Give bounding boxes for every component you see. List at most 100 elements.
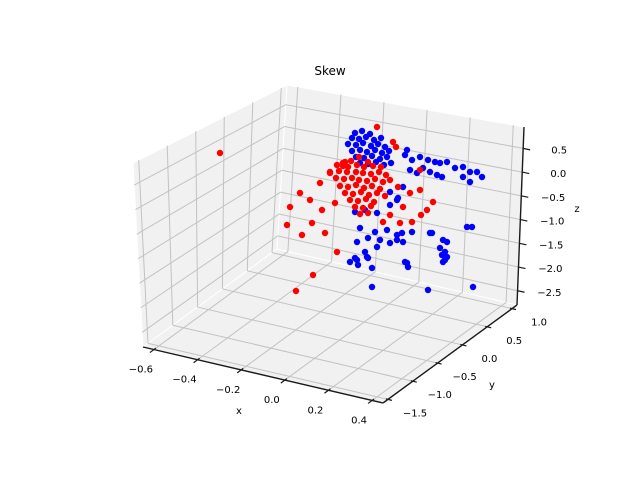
z-tick: [518, 266, 526, 270]
z-tick: [522, 171, 530, 175]
grid-y-bottom: [271, 252, 513, 310]
x-tick-label: 0.0: [264, 395, 280, 406]
x-tick-label: −0.6: [129, 365, 153, 376]
scatter-point-red: [389, 138, 397, 146]
grid-z-left: [137, 169, 283, 260]
scatter-point-blue: [386, 188, 394, 196]
grid-x-bottom: [153, 251, 289, 350]
scatter-point-blue: [406, 166, 414, 174]
scatter-point-blue: [401, 151, 409, 159]
scatter-point-red: [429, 198, 437, 206]
z-tick-label: −1.5: [539, 240, 563, 251]
scatter-point-blue: [438, 251, 446, 259]
scatter-point-blue: [426, 168, 434, 176]
y-tick: [485, 325, 492, 329]
scatter-point-blue: [358, 127, 366, 135]
x-tick: [149, 347, 157, 354]
scatter-point-blue: [348, 147, 356, 155]
scatter-point-blue: [394, 194, 402, 202]
scatter-point-red: [348, 174, 356, 182]
scatter-point-blue: [431, 158, 439, 166]
scatter-point-blue: [344, 140, 352, 148]
scatter-point-blue: [386, 239, 394, 247]
scatter-point-blue: [383, 153, 391, 161]
scatter-point-blue: [469, 283, 477, 291]
scatter-point-red: [333, 161, 341, 169]
scatter-point-red: [392, 143, 400, 151]
scatter-point-blue: [478, 173, 486, 181]
scatter-point-red: [416, 186, 424, 194]
scatter-point-red: [417, 211, 425, 219]
scatter-point-red: [364, 158, 372, 166]
grid-z-left: [141, 235, 279, 333]
scatter-point-blue: [466, 178, 474, 186]
x-tick: [324, 388, 331, 394]
scatter-point-red: [406, 189, 414, 197]
z-tick-label: −2.5: [537, 288, 561, 299]
scatter-point-red: [382, 171, 390, 179]
scatter-point-red: [363, 177, 371, 185]
y-tick: [460, 343, 467, 347]
scatter-point-blue: [373, 243, 381, 251]
x-tick-label: 0.4: [351, 415, 367, 426]
scatter-point-blue: [416, 153, 424, 161]
scatter-point-red: [352, 168, 360, 176]
x-tick: [236, 367, 244, 374]
scatter-point-blue: [393, 231, 401, 239]
scatter-point-blue: [378, 149, 386, 157]
scatter-point-red: [353, 161, 361, 169]
y-axis-label: y: [489, 380, 495, 391]
scatter-point-blue: [370, 136, 378, 144]
x-tick: [193, 357, 200, 364]
grid-y-left: [195, 131, 199, 308]
scatter-point-red: [349, 190, 357, 198]
scatter-point-blue: [408, 228, 416, 236]
scatter-point-blue: [404, 263, 412, 271]
scatter-point-red: [364, 209, 372, 217]
scatter-point-red: [286, 203, 294, 211]
grid-y-bottom: [172, 324, 413, 382]
scatter-point-red: [296, 189, 304, 197]
scatter-point-red: [367, 202, 375, 210]
grid-y-bottom: [147, 342, 389, 400]
scatter-point-red: [377, 163, 385, 171]
scatter-point-blue: [371, 146, 379, 154]
scatter-point-blue: [426, 229, 434, 237]
scatter-point-blue: [436, 244, 444, 252]
y-tick: [385, 398, 393, 401]
scatter-point-blue: [374, 140, 382, 148]
z-tick: [519, 242, 527, 246]
scatter-point-blue: [386, 201, 394, 209]
scatter-point-red: [423, 206, 431, 214]
z-axis-line: [516, 126, 525, 306]
scatter-point-blue: [459, 173, 467, 181]
z-tick-label: −2.0: [538, 264, 562, 275]
grid-x-back: [461, 117, 471, 293]
scatter-point-red: [216, 149, 224, 157]
scatter-point-blue: [360, 154, 368, 162]
scatter-point-red: [386, 176, 394, 184]
x-tick-label: 0.2: [308, 405, 324, 416]
scatter-point-red: [308, 219, 316, 227]
y-axis-line: [382, 304, 518, 404]
z-tick: [523, 147, 531, 151]
scatter-series-blue: [344, 127, 486, 294]
scatter-point-red: [306, 196, 314, 204]
scatter-point-blue: [403, 146, 411, 154]
grid-z-back: [284, 126, 523, 173]
scatter-series-red: [216, 123, 437, 295]
scatter-point-red: [343, 168, 351, 176]
x-axis-label: x: [236, 406, 242, 417]
z-tick: [517, 290, 525, 293]
y-tick-label: −1.0: [428, 390, 452, 401]
x-axis-line: [142, 346, 384, 404]
scatter-point-red: [354, 197, 362, 205]
scatter-point-blue: [468, 223, 476, 231]
scatter-point-red: [369, 162, 377, 170]
scatter-point-red: [394, 183, 402, 191]
scatter-point-blue: [399, 183, 407, 191]
scatter-point-red: [352, 181, 360, 189]
scatter-point-red: [331, 199, 339, 207]
scatter-point-red: [368, 182, 376, 190]
x-tick-label: −0.4: [172, 375, 196, 386]
